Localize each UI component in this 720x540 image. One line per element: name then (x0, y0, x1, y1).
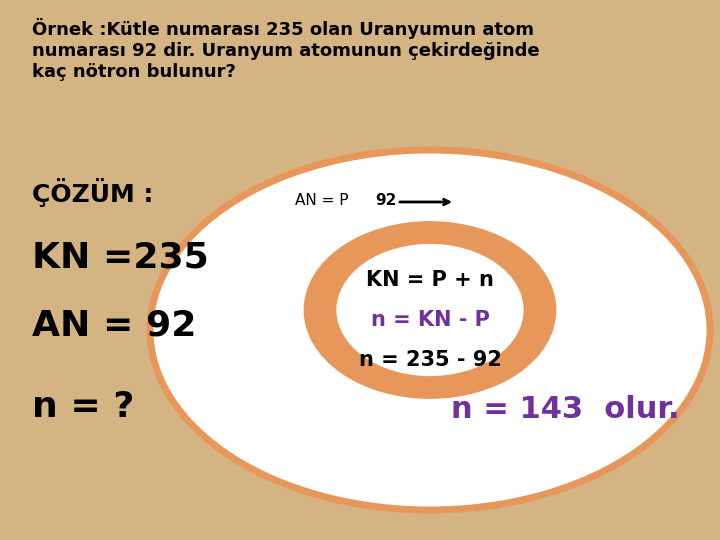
Text: KN = P + n: KN = P + n (366, 270, 494, 290)
Text: Örnek :Kütle numarası 235 olan Uranyumun atom
numarası 92 dir. Uranyum atomunun : Örnek :Kütle numarası 235 olan Uranyumun… (32, 18, 539, 80)
Text: AN = P: AN = P (295, 193, 348, 208)
Text: n = KN - P: n = KN - P (371, 310, 490, 330)
Text: n = 235 - 92: n = 235 - 92 (359, 350, 501, 370)
Text: n = ?: n = ? (32, 390, 135, 424)
Ellipse shape (305, 222, 555, 397)
Text: ÇÖZÜM :: ÇÖZÜM : (32, 178, 153, 207)
Text: n = 143  olur.: n = 143 olur. (451, 395, 680, 424)
Ellipse shape (335, 242, 525, 377)
Ellipse shape (150, 150, 710, 510)
Text: 92: 92 (375, 193, 397, 208)
Text: AN = 92: AN = 92 (32, 308, 197, 342)
Text: KN =235: KN =235 (32, 240, 209, 274)
